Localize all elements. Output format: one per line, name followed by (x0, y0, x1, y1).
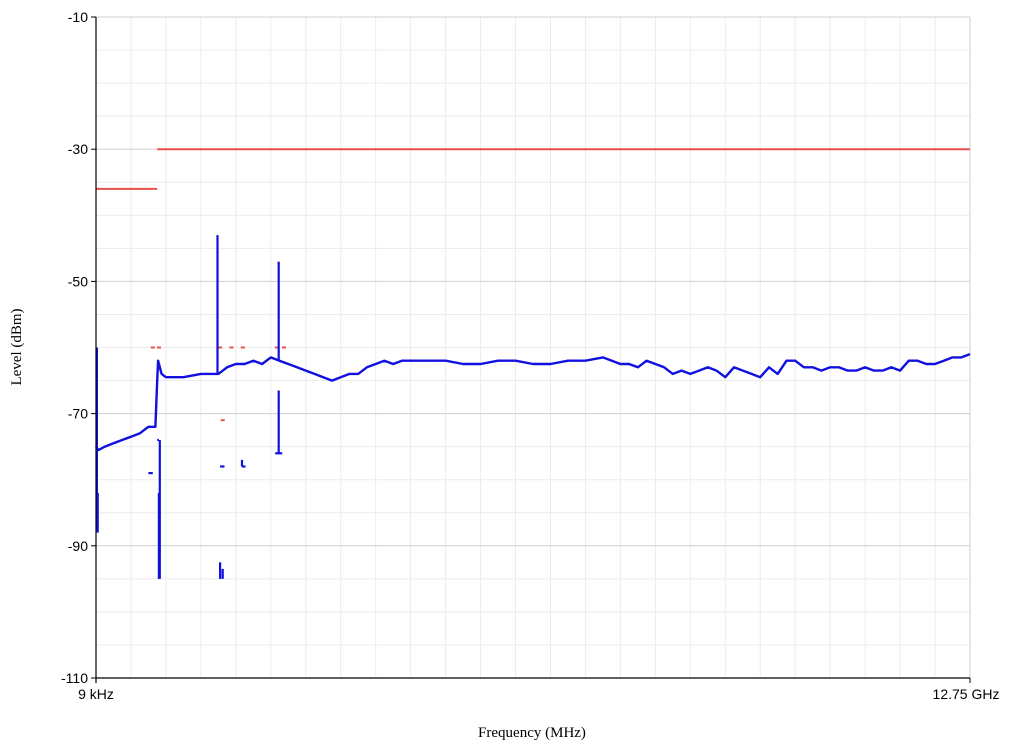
limit-lines (96, 148, 970, 422)
x-tick-label-end: 12.75 GHz (933, 686, 1000, 702)
y-tick-labels: -10 -30 -50 -70 -90 -110 (61, 9, 88, 686)
x-axis-title: Frequency (MHz) (478, 725, 586, 741)
y-tick-label: -50 (68, 273, 88, 289)
x-tick-label-start: 9 kHz (78, 686, 114, 702)
trace-segment (95, 347, 99, 533)
y-tick-label: -30 (68, 141, 88, 157)
y-tick-label: -90 (68, 538, 88, 554)
y-tick-label: -110 (61, 670, 88, 686)
measurement-trace (95, 235, 971, 579)
y-axis-title: Level (dBm) (9, 308, 25, 385)
y-tick-label: -70 (68, 406, 88, 422)
trace-series-line (95, 352, 971, 452)
minor-grid (96, 17, 970, 678)
y-tick-label: -10 (68, 9, 88, 25)
axes (91, 16, 971, 683)
